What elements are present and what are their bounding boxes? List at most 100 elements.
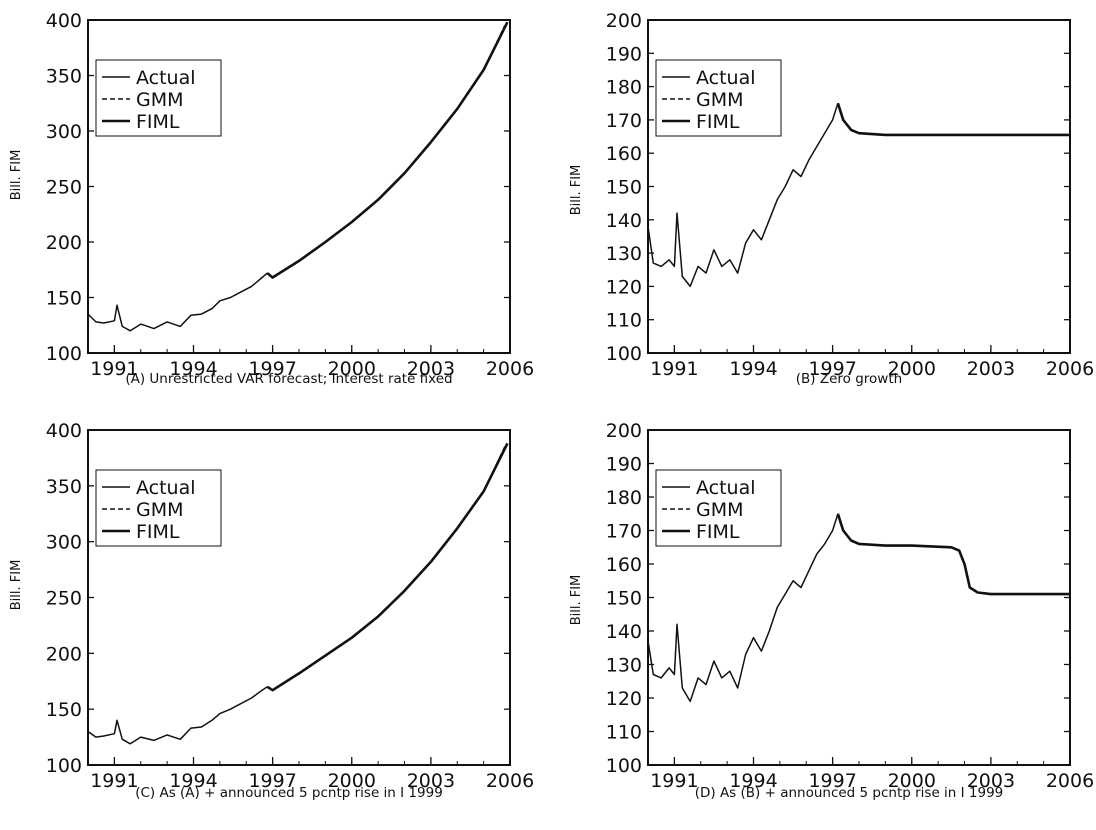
chart-b-ytick-label: 150 (606, 177, 642, 199)
chart-a-ytick-label: 200 (46, 232, 82, 254)
chart-c-xtick-label: 1994 (169, 770, 217, 792)
chart-b-series-fiml (836, 102, 1070, 137)
chart-b-ytick-label: 160 (606, 143, 642, 165)
chart-d-xtick-label: 2006 (1046, 770, 1094, 792)
chart-a-ytick-label: 400 (46, 10, 82, 32)
chart-c-xtick-label: 1991 (90, 770, 138, 792)
chart-a-ytick-label: 250 (46, 177, 82, 199)
chart-b-ytick-label: 140 (606, 210, 642, 232)
chart-d-ytick-label: 100 (606, 755, 642, 777)
chart-d-series-actual (647, 513, 839, 703)
chart-d: 100 110 120 130 140 150 160 170 180 190 200 1991 199… (569, 420, 1094, 801)
chart-c-xtick-label: 2006 (486, 770, 534, 792)
chart-d-ytick-label: 180 (606, 487, 642, 509)
chart-b-ytick-label: 120 (606, 276, 642, 298)
chart-a-xtick-label: 1997 (248, 358, 296, 380)
chart-a-caption: (A) Unrestricted VAR forecast; Interest … (125, 371, 452, 387)
chart-a: 100 150 200 250 300 350 400 1991 1994 1997 2000 200… (9, 10, 534, 387)
chart-d-ytick-label: 200 (606, 420, 642, 442)
chart-c-ytick-label: 400 (46, 420, 82, 442)
chart-a-legend-box (95, 59, 222, 137)
chart-b-ytick-label: 170 (606, 110, 642, 132)
chart-d-xtick-label: 1997 (808, 770, 856, 792)
chart-c-series-actual (87, 686, 268, 745)
chart-a-xtick-label: 2003 (407, 358, 455, 380)
chart-c-legend-label-fiml: FIML (136, 521, 180, 543)
chart-b-caption: (B) Zero growth (796, 371, 902, 387)
chart-d-caption: (D) As (B) + announced 5 pcntp rise in I… (695, 785, 1004, 801)
chart-d-ytick-label: 140 (606, 621, 642, 643)
chart-d-legend-label-gmm: GMM (696, 499, 744, 521)
chart-b-ylabel: Bill. FIM (569, 165, 584, 216)
chart-d-ylabel: Bill. FIM (569, 575, 584, 626)
chart-a-xtick-label: 1994 (169, 358, 217, 380)
chart-b-xtick-label: 1991 (650, 358, 698, 380)
chart-a-legend-label-gmm: GMM (136, 89, 184, 111)
chart-d-ytick-label: 110 (606, 722, 642, 744)
chart-d-legend-label-actual: Actual (696, 477, 756, 499)
chart-a-ytick-label: 300 (46, 121, 82, 143)
chart-c-legend-box (95, 469, 222, 547)
chart-b-xtick-label: 1994 (729, 358, 777, 380)
chart-d-ytick-label: 150 (606, 588, 642, 610)
chart-c-xtick-label: 1997 (248, 770, 296, 792)
chart-b-xtick-label: 2003 (967, 358, 1015, 380)
chart-d-ytick-label: 190 (606, 454, 642, 476)
chart-c-xtick-label: 2003 (407, 770, 455, 792)
chart-c-ytick-label: 100 (46, 755, 82, 777)
chart-a-legend-label-actual: Actual (136, 67, 196, 89)
chart-b-ytick-label: 100 (606, 343, 642, 365)
chart-a-ytick-label: 350 (46, 66, 82, 88)
chart-a-ylabel: Bill. FIM (9, 150, 24, 201)
chart-c: 100 150 200 250 300 350 400 1991 1994 1997 2000 200… (9, 420, 534, 801)
chart-b-legend-label-actual: Actual (696, 67, 756, 89)
chart-d-xtick-label: 2000 (888, 770, 936, 792)
chart-a-ytick-label: 100 (46, 343, 82, 365)
chart-a-xtick-label: 1991 (90, 358, 138, 380)
chart-a-series-actual (87, 272, 268, 332)
chart-b-legend-label-gmm: GMM (696, 89, 744, 111)
chart-c-legend-label-gmm: GMM (136, 499, 184, 521)
chart-a-xtick-label: 2000 (328, 358, 376, 380)
chart-d-xtick-label: 2003 (967, 770, 1015, 792)
chart-b-legend-label-fiml: FIML (696, 111, 740, 133)
chart-d-xtick-label: 1991 (650, 770, 698, 792)
chart-c-ylabel: Bill. FIM (9, 560, 24, 611)
chart-a-series-gmm (266, 25, 506, 279)
chart-b-ytick-label: 110 (606, 310, 642, 332)
chart-c-xtick-label: 2000 (328, 770, 376, 792)
chart-c-legend-label-actual: Actual (136, 477, 196, 499)
chart-b: 100 110 120 130 140 150 160 170 180 190 200 1991 199… (569, 10, 1094, 387)
chart-b-ytick-label: 190 (606, 43, 642, 65)
chart-c-ytick-label: 250 (46, 588, 82, 610)
chart-d-series-gmm (837, 513, 1070, 595)
chart-b-ytick-label: 180 (606, 77, 642, 99)
chart-b-series-actual (647, 103, 839, 288)
chart-b-xtick-label: 2006 (1046, 358, 1094, 380)
chart-d-ytick-label: 120 (606, 688, 642, 710)
chart-b-xtick-label: 1997 (808, 358, 856, 380)
chart-c-ytick-label: 300 (46, 532, 82, 554)
chart-c-ytick-label: 200 (46, 643, 82, 665)
chart-a-legend-label-fiml: FIML (136, 111, 180, 133)
chart-c-series-fiml (266, 442, 509, 692)
chart-b-legend-box (655, 59, 782, 137)
chart-d-xtick-label: 1994 (729, 770, 777, 792)
chart-d-series-fiml (836, 513, 1070, 596)
chart-d-ytick-label: 170 (606, 521, 642, 543)
chart-b-ytick-label: 200 (606, 10, 642, 32)
chart-d-legend-box (655, 469, 782, 547)
chart-c-caption: (C) As (A) + announced 5 pcntp rise in I… (135, 785, 443, 801)
chart-d-ytick-label: 160 (606, 554, 642, 576)
chart-a-series-fiml (266, 21, 509, 279)
chart-c-ytick-label: 350 (46, 476, 82, 498)
chart-c-series-gmm (266, 446, 506, 691)
chart-b-ytick-label: 130 (606, 243, 642, 265)
chart-b-series-gmm (837, 103, 1070, 136)
chart-d-legend-label-fiml: FIML (696, 521, 740, 543)
